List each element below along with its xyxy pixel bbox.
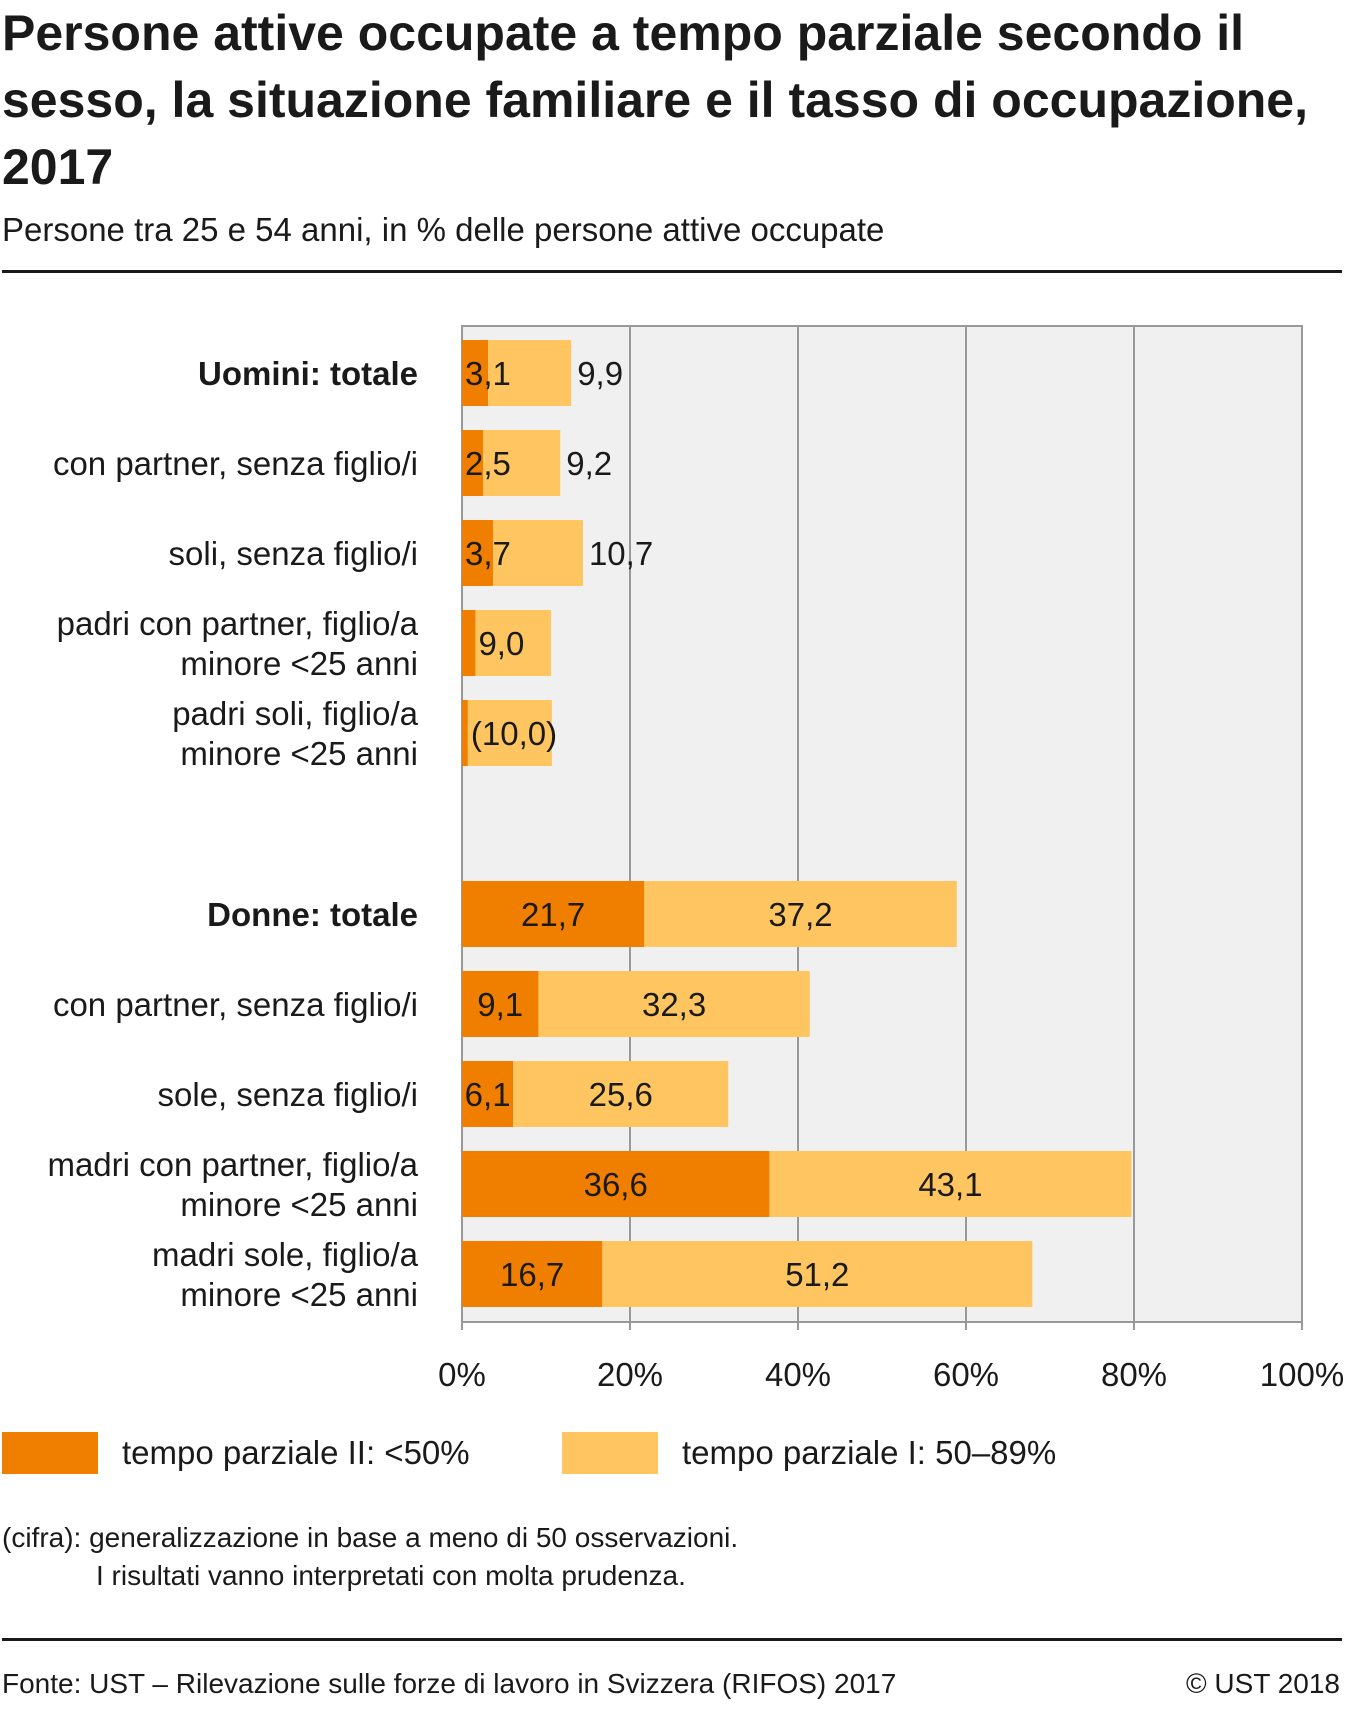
bar-segment-part-time-ii xyxy=(462,971,539,1037)
x-tick-label: 80% xyxy=(1101,1356,1167,1393)
data-label-part-time-ii: 16,7 xyxy=(500,1256,564,1293)
data-label-part-time-i: 37,2 xyxy=(768,896,832,933)
bar-segment-part-time-ii xyxy=(462,430,483,496)
footnote-line-1: (cifra): generalizzazione in base a meno… xyxy=(2,1522,739,1553)
data-label-part-time-ii: 2,5 xyxy=(465,445,511,482)
bar-segment-part-time-ii xyxy=(462,1061,514,1127)
data-label-part-time-i: 9,9 xyxy=(577,355,623,392)
bar-segment-part-time-i xyxy=(483,430,561,496)
data-label-part-time-ii: 21,7 xyxy=(521,896,585,933)
source-text: Fonte: UST – Rilevazione sulle forze di … xyxy=(2,1668,897,1699)
bar-segment-part-time-ii xyxy=(462,700,468,766)
bar-segment-part-time-i xyxy=(602,1241,1033,1307)
category-label: con partner, senza figlio/i xyxy=(53,986,418,1023)
data-label-part-time-i: (10,0) xyxy=(471,715,557,752)
data-label-part-time-i: 10,7 xyxy=(589,535,653,572)
x-tick-label: 0% xyxy=(438,1356,486,1393)
data-label-part-time-i: 25,6 xyxy=(589,1076,653,1113)
data-label-part-time-ii: 6,1 xyxy=(465,1076,511,1113)
data-label-part-time-ii: 3,7 xyxy=(465,535,511,572)
bar-segment-part-time-ii xyxy=(462,881,645,947)
bar-segment-part-time-i xyxy=(493,520,583,586)
footnote-line-2: I risultati vanno interpretati con molta… xyxy=(96,1560,686,1591)
footnote: (cifra): generalizzazione in base a meno… xyxy=(2,1519,738,1595)
data-label-part-time-i: 51,2 xyxy=(785,1256,849,1293)
data-label-part-time-ii: 3,1 xyxy=(465,355,511,392)
x-tick-label: 60% xyxy=(933,1356,999,1393)
data-label-part-time-ii: 9,1 xyxy=(477,986,523,1023)
bar-segment-part-time-i xyxy=(644,881,957,947)
bar-segment-part-time-ii xyxy=(462,1241,603,1307)
category-label: sole, senza figlio/i xyxy=(158,1076,418,1113)
top-divider xyxy=(2,270,1342,273)
data-label-part-time-i: 9,2 xyxy=(566,445,612,482)
chart-subtitle: Persone tra 25 e 54 anni, in % delle per… xyxy=(2,211,885,248)
bar-segment-part-time-ii xyxy=(462,340,489,406)
bar-segment-part-time-ii xyxy=(462,520,494,586)
bar-segment-part-time-i xyxy=(769,1151,1132,1217)
category-label: con partner, senza figlio/i xyxy=(53,445,418,482)
category-label: Donne: totale xyxy=(207,896,418,933)
category-label: Uomini: totale xyxy=(198,355,418,392)
bar-segment-part-time-i xyxy=(467,700,552,766)
x-tick-label: 100% xyxy=(1260,1356,1344,1393)
stacked-bar-chart: 0% 20% 40% 60% 80% 100% Uomini: totale con part… xyxy=(47,325,1344,1393)
data-label-part-time-ii: 36,6 xyxy=(584,1166,648,1203)
category-label: padri con partner, figlio/a minore <25 an… xyxy=(57,605,419,682)
bottom-divider xyxy=(2,1638,1342,1641)
data-label-part-time-i: 32,3 xyxy=(642,986,706,1023)
data-label-part-time-i: 9,0 xyxy=(478,625,524,662)
chart-title: Persone attive occupate a tempo parziale… xyxy=(2,5,1309,195)
bar-segment-part-time-i xyxy=(513,1061,729,1127)
category-label: madri sole, figlio/a minore <25 anni xyxy=(152,1236,419,1313)
legend-swatch-part-time-ii xyxy=(2,1432,98,1474)
bar-segment-part-time-i xyxy=(488,340,572,406)
bar-segment-part-time-i xyxy=(475,610,552,676)
bar-segment-part-time-ii xyxy=(462,1151,770,1217)
legend-swatch-part-time-i xyxy=(562,1432,658,1474)
category-label: madri con partner, figlio/a minore <25 an… xyxy=(47,1146,418,1223)
legend: tempo parziale II: <50% tempo parziale I… xyxy=(0,1432,1348,1482)
x-tick-label: 20% xyxy=(597,1356,663,1393)
copyright-text: © UST 2018 xyxy=(1186,1668,1340,1699)
bar-segment-part-time-i xyxy=(538,971,810,1037)
bar-segment-part-time-ii xyxy=(462,610,476,676)
category-label: soli, senza figlio/i xyxy=(169,535,418,572)
data-label-part-time-i: 43,1 xyxy=(918,1166,982,1203)
legend-label-part-time-i: tempo parziale I: 50–89% xyxy=(682,1434,1057,1471)
legend-label-part-time-ii: tempo parziale II: <50% xyxy=(122,1434,470,1471)
x-tick-label: 40% xyxy=(765,1356,831,1393)
category-label: padri soli, figlio/a minore <25 anni xyxy=(172,695,418,772)
